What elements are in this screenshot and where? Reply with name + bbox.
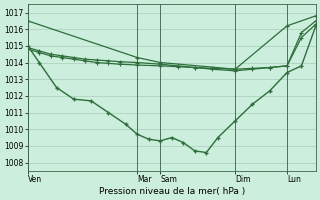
X-axis label: Pression niveau de la mer( hPa ): Pression niveau de la mer( hPa ) [99, 187, 245, 196]
